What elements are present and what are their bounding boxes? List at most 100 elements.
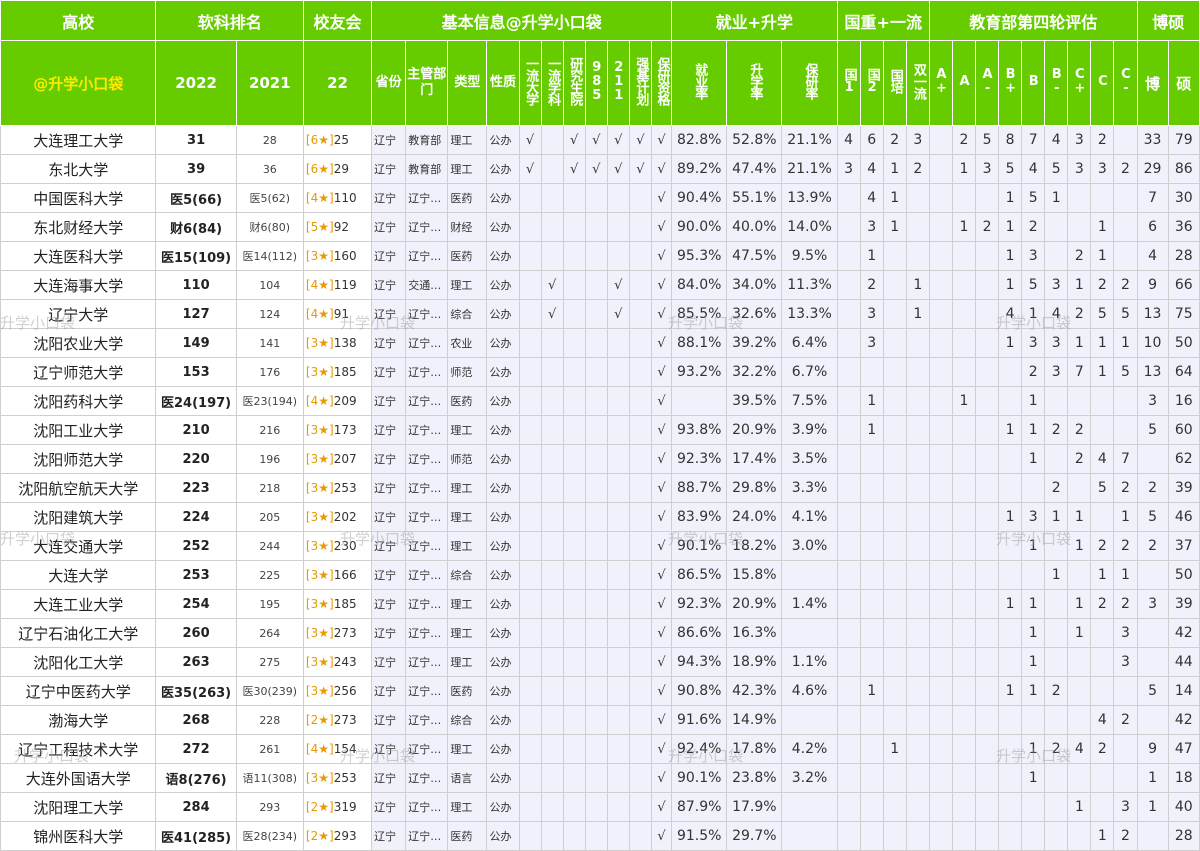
table-row[interactable]: 沈阳航空航天大学 223 218 [3★]253 辽宁 辽宁… 理工 公办 √ 88.7% 29.8… bbox=[0, 473, 1200, 503]
col-baoyan-rate[interactable]: 保研率 bbox=[781, 40, 838, 126]
grade-count: 1 bbox=[998, 270, 1023, 300]
table-row[interactable]: 沈阳农业大学 149 141 [3★]138 辽宁 辽宁… 农业 公办 √ 88.1% 39.2% 6… bbox=[0, 328, 1200, 358]
table-row[interactable]: 锦州医科大学 医41(285) 医28(234) [2★]293 辽宁 辽宁… 医药 公办 √ 9… bbox=[0, 821, 1200, 851]
grade-count: 5 bbox=[975, 125, 1000, 155]
col-2021[interactable]: 2021 bbox=[235, 40, 304, 126]
table-row[interactable]: 辽宁石油化工大学 260 264 [3★]273 辽宁 辽宁… 理工 公办 √ 86.6% 16.3… bbox=[0, 618, 1200, 648]
table-row[interactable]: 沈阳师范大学 220 196 [3★]207 辽宁 辽宁… 师范 公办 √ 92.3% 17.4% 3… bbox=[0, 444, 1200, 474]
col-2022[interactable]: 2022 bbox=[155, 40, 237, 126]
national-count bbox=[882, 357, 907, 387]
col-alumni-year[interactable]: 22 bbox=[302, 40, 373, 126]
table-row[interactable]: 大连交通大学 252 244 [3★]230 辽宁 辽宁… 理工 公办 √ 90.1% 18.2% 3… bbox=[0, 531, 1200, 561]
table-row[interactable]: 沈阳理工大学 284 293 [2★]319 辽宁 辽宁… 理工 公办 √ 87.9% 17.9% 1… bbox=[0, 792, 1200, 822]
grade-count: 2 bbox=[1113, 270, 1138, 300]
table-row[interactable]: 沈阳建筑大学 224 205 [3★]202 辽宁 辽宁… 理工 公办 √ 83.9% 24.0% 4… bbox=[0, 502, 1200, 532]
grade-count: 2 bbox=[1044, 734, 1069, 764]
col-grade-6[interactable]: B- bbox=[1044, 40, 1069, 126]
col-further-rate[interactable]: 升学率 bbox=[726, 40, 783, 126]
col-province[interactable]: 省份 bbox=[371, 40, 407, 126]
col-flag-5[interactable]: 211 bbox=[606, 40, 630, 126]
col-moe-eval[interactable]: 教育部第四轮评估 bbox=[928, 0, 1138, 41]
col-grade-1[interactable]: A+ bbox=[928, 40, 953, 126]
table-row[interactable]: 大连工业大学 254 195 [3★]185 辽宁 辽宁… 理工 公办 √ 92.3% 20.9% 1… bbox=[0, 589, 1200, 619]
col-grade-7[interactable]: C+ bbox=[1067, 40, 1092, 126]
flag-check bbox=[606, 618, 630, 648]
grade-count bbox=[975, 821, 1000, 851]
col-employment[interactable]: 就业+升学 bbox=[671, 0, 838, 41]
table-row[interactable]: 大连理工大学 31 28 [6★]25 辽宁 教育部 理工 公办 √ √ √ √ √ √ 82.8% 52.8… bbox=[0, 125, 1200, 155]
col-school[interactable]: 高校 bbox=[0, 0, 157, 41]
grade-count: 1 bbox=[1067, 792, 1092, 822]
dept: 辽宁… bbox=[405, 531, 449, 561]
col-grade-5[interactable]: B bbox=[1021, 40, 1046, 126]
col-flag-3[interactable]: 研究生院 bbox=[562, 40, 586, 126]
table-row[interactable]: 大连大学 253 225 [3★]166 辽宁 辽宁… 综合 公办 √ 86.5% 15.8% 1 1 1… bbox=[0, 560, 1200, 590]
alumni-rank: [3★]185 bbox=[302, 589, 373, 619]
further-rate: 17.4% bbox=[726, 444, 783, 474]
col-ranking[interactable]: 软科排名 bbox=[155, 0, 304, 41]
rank-2022: 语8(276) bbox=[155, 763, 237, 793]
school-name: 中国医科大学 bbox=[0, 183, 157, 213]
grade-count bbox=[1113, 415, 1138, 445]
table-row[interactable]: 沈阳化工大学 263 275 [3★]243 辽宁 辽宁… 理工 公办 √ 94.3% 18.9% 1… bbox=[0, 647, 1200, 677]
col-nature[interactable]: 性质 bbox=[486, 40, 520, 126]
col-flag-7[interactable]: 保研资格 bbox=[650, 40, 673, 126]
col-grade-2[interactable]: A bbox=[951, 40, 977, 126]
school-name: 渤海大学 bbox=[0, 705, 157, 735]
table-row[interactable]: 中国医科大学 医5(66) 医5(62) [4★]110 辽宁 辽宁… 医药 公办 √ 90.4%… bbox=[0, 183, 1200, 213]
col-flag-6[interactable]: 强基计划 bbox=[628, 40, 652, 126]
table-row[interactable]: 辽宁师范大学 153 176 [3★]185 辽宁 辽宁… 师范 公办 √ 93.2% 32.2% 6… bbox=[0, 357, 1200, 387]
col-grade-4[interactable]: B+ bbox=[998, 40, 1023, 126]
national-count bbox=[882, 531, 907, 561]
table-row[interactable]: 大连外国语大学 语8(276) 语11(308) [3★]253 辽宁 辽宁… 语言 公办 √ 9… bbox=[0, 763, 1200, 793]
col-master[interactable]: 硕 bbox=[1167, 40, 1200, 126]
col-employ-rate[interactable]: 就业率 bbox=[671, 40, 728, 126]
flag-check: √ bbox=[650, 183, 673, 213]
col-national[interactable]: 国重+一流 bbox=[836, 0, 930, 41]
col-flag-4[interactable]: 985 bbox=[584, 40, 608, 126]
province: 辽宁 bbox=[371, 125, 407, 155]
col-grade-9[interactable]: C- bbox=[1113, 40, 1138, 126]
col-dept[interactable]: 主管部门 bbox=[405, 40, 449, 126]
table-row[interactable]: 沈阳工业大学 210 216 [3★]173 辽宁 辽宁… 理工 公办 √ 93.8% 20.9% 3… bbox=[0, 415, 1200, 445]
grade-count: 7 bbox=[1021, 125, 1046, 155]
col-nat-2[interactable]: 国2 bbox=[859, 40, 884, 126]
table-row[interactable]: 辽宁大学 127 124 [4★]91 辽宁 辽宁… 综合 公办 √ √ √ 85.5% 32.6% 13… bbox=[0, 299, 1200, 329]
table-row[interactable]: 东北大学 39 36 [6★]29 辽宁 教育部 理工 公办 √ √ √ √ √ √ 89.2% 47.4% 2… bbox=[0, 154, 1200, 184]
col-basic-info[interactable]: 基本信息@升学小口袋 bbox=[371, 0, 673, 41]
employ-rate: 91.6% bbox=[671, 705, 728, 735]
grade-count: 1 bbox=[998, 502, 1023, 532]
table-row[interactable]: 大连医科大学 医15(109) 医14(112) [3★]160 辽宁 辽宁… 医药 公办 √ 9… bbox=[0, 241, 1200, 271]
grade-count: 5 bbox=[1113, 299, 1138, 329]
type: 理工 bbox=[447, 473, 488, 503]
table-row[interactable]: 辽宁工程技术大学 272 261 [4★]154 辽宁 辽宁… 理工 公办 √ 92.4% 17.8… bbox=[0, 734, 1200, 764]
flag-check: √ bbox=[650, 299, 673, 329]
table-row[interactable]: 东北财经大学 财6(84) 财6(80) [5★]92 辽宁 辽宁… 财经 公办 √ 90.0% 4… bbox=[0, 212, 1200, 242]
col-nat-3[interactable]: 国培 bbox=[882, 40, 907, 126]
grade-count: 1 bbox=[1021, 763, 1046, 793]
col-type[interactable]: 类型 bbox=[447, 40, 488, 126]
flag-check bbox=[584, 328, 608, 358]
col-flag-2[interactable]: 一流学科 bbox=[540, 40, 564, 126]
col-phd-master[interactable]: 博硕 bbox=[1136, 0, 1200, 41]
col-phd[interactable]: 博 bbox=[1136, 40, 1169, 126]
flag-check: √ bbox=[606, 125, 630, 155]
col-grade-8[interactable]: C bbox=[1090, 40, 1115, 126]
baoyan-rate: 3.2% bbox=[781, 763, 838, 793]
flag-check bbox=[540, 676, 564, 706]
table-row[interactable]: 辽宁中医药大学 医35(263) 医30(239) [3★]256 辽宁 辽宁… 医药 公办 √… bbox=[0, 676, 1200, 706]
table-row[interactable]: 沈阳药科大学 医24(197) 医23(194) [4★]209 辽宁 辽宁… 医药 公办 √ 3… bbox=[0, 386, 1200, 416]
col-grade-3[interactable]: A- bbox=[975, 40, 1000, 126]
col-nat-1[interactable]: 国1 bbox=[836, 40, 861, 126]
col-nat-4[interactable]: 双一流 bbox=[905, 40, 930, 126]
nature: 公办 bbox=[486, 212, 520, 242]
grade-count bbox=[975, 415, 1000, 445]
table-row[interactable]: 渤海大学 268 228 [2★]273 辽宁 辽宁… 综合 公办 √ 91.6% 14.9% 4 2 4… bbox=[0, 705, 1200, 735]
col-alumni[interactable]: 校友会 bbox=[302, 0, 373, 41]
col-flag-1[interactable]: 一流大学 bbox=[518, 40, 542, 126]
national-count bbox=[836, 676, 861, 706]
table-row[interactable]: 大连海事大学 110 104 [4★]119 辽宁 交通… 理工 公办 √ √ √ 84.0% 34.0… bbox=[0, 270, 1200, 300]
rank-2021: 228 bbox=[235, 705, 304, 735]
flag-check bbox=[584, 183, 608, 213]
grade-count bbox=[928, 183, 953, 213]
